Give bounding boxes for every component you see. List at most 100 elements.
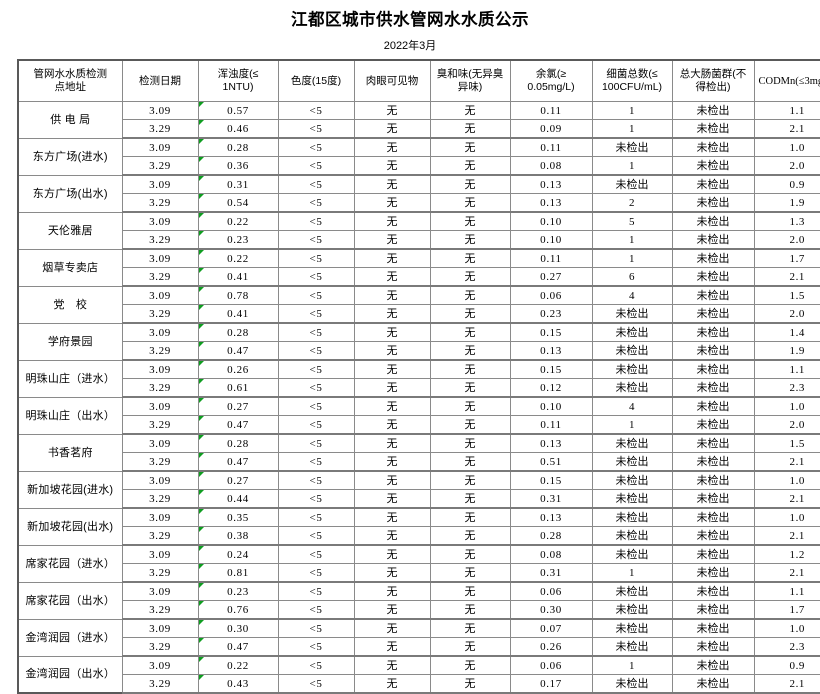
bacteria-count-value: 未检出 (592, 323, 672, 342)
turbidity-value: 0.23 (198, 231, 278, 250)
turbidity-value: 0.76 (198, 601, 278, 620)
odor-value: 无 (430, 638, 510, 657)
detection-date: 3.09 (122, 360, 198, 379)
odor-value: 无 (430, 360, 510, 379)
location-name: 学府景园 (18, 323, 122, 360)
detection-date: 3.29 (122, 453, 198, 472)
odor-value: 无 (430, 194, 510, 213)
turbidity-text: 0.28 (227, 142, 249, 154)
residual-chlorine-value: 0.27 (510, 268, 592, 287)
visible-matter-value: 无 (354, 434, 430, 453)
residual-chlorine-value: 0.06 (510, 286, 592, 305)
cell-error-flag-icon (199, 139, 204, 144)
turbidity-value: 0.61 (198, 379, 278, 398)
cell-error-flag-icon (199, 657, 204, 662)
coliform-value: 未检出 (672, 120, 754, 139)
chroma-value: <5 (278, 138, 354, 157)
detection-date: 3.29 (122, 268, 198, 287)
chroma-value: <5 (278, 286, 354, 305)
turbidity-text: 0.41 (227, 271, 249, 283)
turbidity-text: 0.61 (227, 382, 249, 394)
residual-chlorine-value: 0.30 (510, 601, 592, 620)
turbidity-value: 0.78 (198, 286, 278, 305)
cell-error-flag-icon (199, 564, 204, 569)
odor-value: 无 (430, 286, 510, 305)
coliform-value: 未检出 (672, 490, 754, 509)
bacteria-count-value: 未检出 (592, 601, 672, 620)
coliform-value: 未检出 (672, 231, 754, 250)
turbidity-text: 0.35 (227, 512, 249, 524)
location-name: 明珠山庄（出水） (18, 397, 122, 434)
coliform-value: 未检出 (672, 102, 754, 120)
table-container: 管网水水质检测点地址检测日期浑浊度(≤1NTU)色度(15度)肉眼可见物臭和味(… (0, 59, 820, 694)
chroma-value: <5 (278, 102, 354, 120)
turbidity-text: 0.46 (227, 123, 249, 135)
codmn-value: 2.1 (754, 268, 820, 287)
codmn-value: 2.3 (754, 638, 820, 657)
detection-date: 3.29 (122, 527, 198, 546)
location-name: 党 校 (18, 286, 122, 323)
turbidity-value: 0.22 (198, 656, 278, 675)
chroma-value: <5 (278, 638, 354, 657)
codmn-value: 1.0 (754, 138, 820, 157)
column-header-line: 100CFU/mL) (595, 81, 670, 94)
odor-value: 无 (430, 490, 510, 509)
coliform-value: 未检出 (672, 638, 754, 657)
chroma-value: <5 (278, 675, 354, 694)
location-name: 天伦雅居 (18, 212, 122, 249)
odor-value: 无 (430, 564, 510, 583)
column-header-line: 余氯(≥ (513, 68, 590, 81)
turbidity-value: 0.28 (198, 323, 278, 342)
chroma-value: <5 (278, 212, 354, 231)
odor-value: 无 (430, 138, 510, 157)
odor-value: 无 (430, 582, 510, 601)
turbidity-value: 0.31 (198, 175, 278, 194)
visible-matter-value: 无 (354, 545, 430, 564)
odor-value: 无 (430, 120, 510, 139)
chroma-value: <5 (278, 545, 354, 564)
turbidity-value: 0.81 (198, 564, 278, 583)
visible-matter-value: 无 (354, 675, 430, 694)
visible-matter-value: 无 (354, 194, 430, 213)
bacteria-count-value: 1 (592, 120, 672, 139)
cell-error-flag-icon (199, 305, 204, 310)
bacteria-count-value: 未检出 (592, 675, 672, 694)
odor-value: 无 (430, 545, 510, 564)
coliform-value: 未检出 (672, 360, 754, 379)
coliform-value: 未检出 (672, 323, 754, 342)
chroma-value: <5 (278, 323, 354, 342)
turbidity-text: 0.28 (227, 438, 249, 450)
odor-value: 无 (430, 619, 510, 638)
bacteria-count-value: 1 (592, 249, 672, 268)
coliform-value: 未检出 (672, 527, 754, 546)
column-header-8: 总大肠菌群(不得检出) (672, 60, 754, 102)
residual-chlorine-value: 0.31 (510, 564, 592, 583)
residual-chlorine-value: 0.13 (510, 508, 592, 527)
codmn-value: 1.3 (754, 212, 820, 231)
cell-error-flag-icon (199, 490, 204, 495)
visible-matter-value: 无 (354, 249, 430, 268)
cell-error-flag-icon (199, 472, 204, 477)
chroma-value: <5 (278, 508, 354, 527)
turbidity-value: 0.30 (198, 619, 278, 638)
turbidity-text: 0.38 (227, 530, 249, 542)
residual-chlorine-value: 0.06 (510, 656, 592, 675)
water-quality-table: 管网水水质检测点地址检测日期浑浊度(≤1NTU)色度(15度)肉眼可见物臭和味(… (17, 59, 820, 694)
turbidity-text: 0.27 (227, 475, 249, 487)
bacteria-count-value: 1 (592, 102, 672, 120)
turbidity-text: 0.41 (227, 308, 249, 320)
location-name: 东方广场(出水) (18, 175, 122, 212)
visible-matter-value: 无 (354, 490, 430, 509)
bacteria-count-value: 未检出 (592, 490, 672, 509)
detection-date: 3.09 (122, 619, 198, 638)
odor-value: 无 (430, 249, 510, 268)
bacteria-count-value: 1 (592, 656, 672, 675)
cell-error-flag-icon (199, 324, 204, 329)
coliform-value: 未检出 (672, 157, 754, 176)
